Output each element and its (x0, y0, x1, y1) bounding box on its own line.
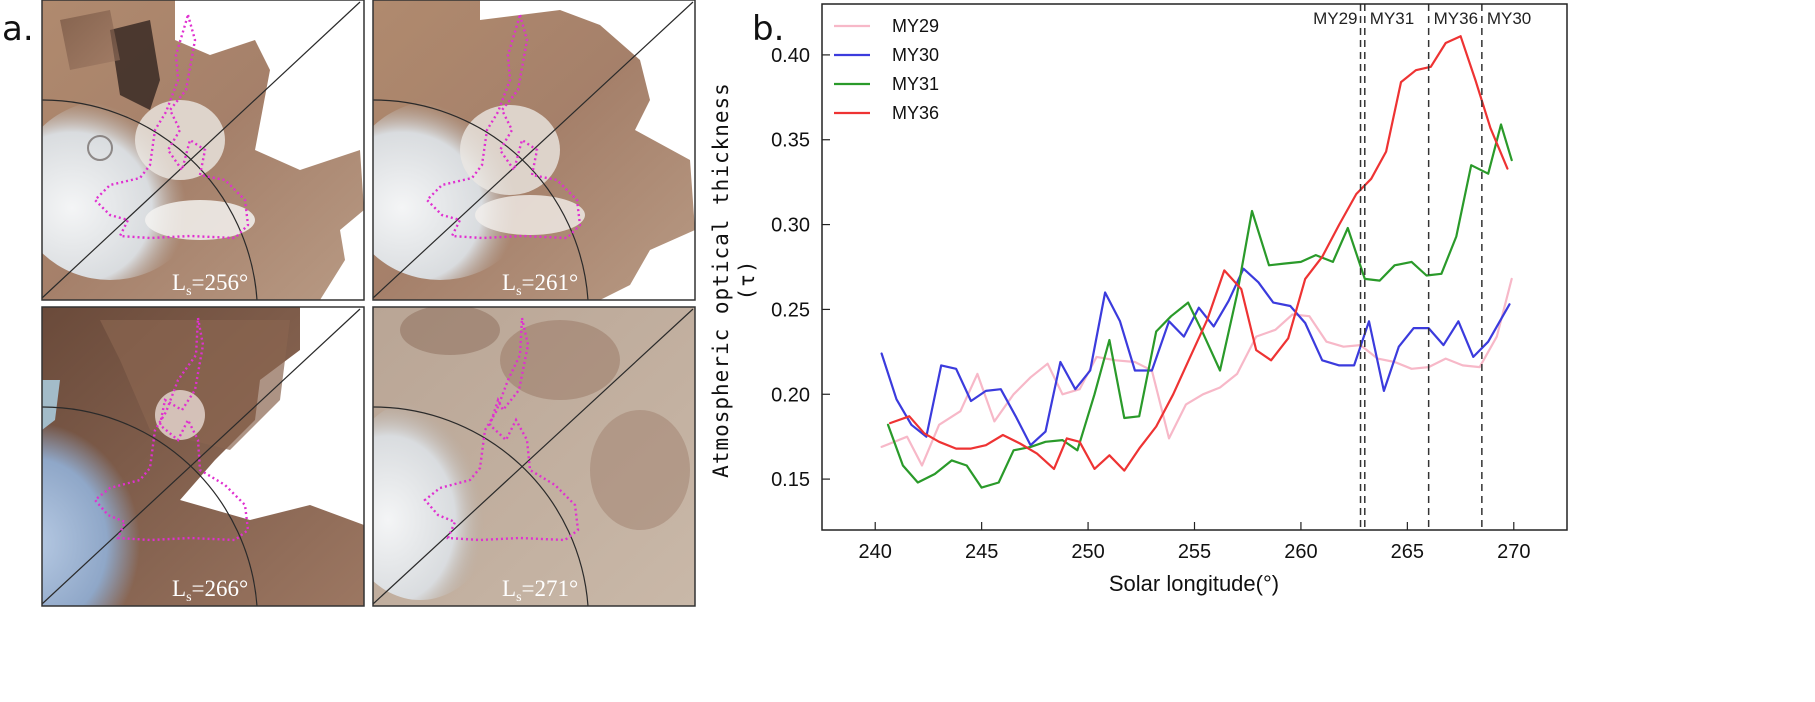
tile-4-ls-label: Ls=271° (502, 576, 578, 605)
series-line-my29 (880, 277, 1513, 467)
y-axis-title-symbol: (τ) (735, 260, 759, 301)
y-tick-label-1: 0.20 (771, 384, 810, 406)
x-axis-title: Solar longitude(°) (1109, 571, 1279, 596)
legend-label-my29: MY29 (892, 16, 939, 36)
legend-label-my30: MY30 (892, 45, 939, 65)
y-tick-label-3: 0.30 (771, 215, 810, 237)
series-line-my31 (886, 123, 1513, 489)
legend-label-my36: MY36 (892, 103, 939, 123)
tile-frame-2 (372, 0, 696, 301)
y-tick-label-5: 0.40 (771, 45, 810, 67)
x-tick-label-3: 255 (1178, 541, 1211, 563)
image-tile-ls271 (373, 307, 695, 606)
tile-frame-1 (41, 0, 365, 301)
x-axis-ticks: 240 245 250 255 260 265 270 (859, 522, 1530, 563)
y-axis-title-text: Atmospheric optical thickness (709, 82, 733, 478)
image-tile-ls256 (42, 0, 364, 300)
vline-label-my31: MY31 (1370, 9, 1414, 28)
y-tick-label-2: 0.25 (771, 299, 810, 321)
legend-label-my31: MY31 (892, 74, 939, 94)
x-tick-label-5: 265 (1391, 541, 1424, 563)
y-axis-ticks: 0.15 0.20 0.25 0.30 0.35 0.40 (771, 45, 830, 491)
vline-label-my30: MY30 (1487, 9, 1531, 28)
series-layer (880, 35, 1513, 489)
x-tick-label-4: 260 (1284, 541, 1317, 563)
panel-b: b. Atmospheric optical thickness (τ) Sol… (709, 3, 1568, 596)
x-tick-label-1: 245 (965, 541, 998, 563)
legend: MY29 MY30 MY31 MY36 (834, 16, 939, 123)
series-line-my30 (880, 267, 1511, 447)
image-tile-ls261 (373, 0, 695, 300)
panel-a: a. Ls=256° Ls=261 (2, 0, 696, 607)
vertical-markers: MY29 MY31 MY36 MY30 (1313, 4, 1531, 530)
panel-b-letter: b. (752, 9, 784, 49)
tile-3-ls-label: Ls=266° (172, 576, 248, 605)
y-axis-title: Atmospheric optical thickness (τ) (709, 82, 759, 478)
tile-1-ls-label: Ls=256° (172, 270, 248, 299)
tile-frame-3 (41, 306, 365, 607)
x-tick-label-6: 270 (1497, 541, 1530, 563)
tile-frame-4 (372, 306, 696, 607)
series-line-my36 (888, 35, 1509, 472)
tile-2-ls-label: Ls=261° (502, 270, 578, 299)
vline-label-my36: MY36 (1434, 9, 1478, 28)
y-tick-label-0: 0.15 (771, 469, 810, 491)
plot-frame (821, 3, 1568, 531)
x-tick-label-0: 240 (859, 541, 892, 563)
image-tile-ls266 (42, 307, 364, 606)
panel-a-letter: a. (2, 9, 34, 49)
x-tick-label-2: 250 (1071, 541, 1104, 563)
y-tick-label-4: 0.35 (771, 130, 810, 152)
vline-label-my29: MY29 (1313, 9, 1357, 28)
